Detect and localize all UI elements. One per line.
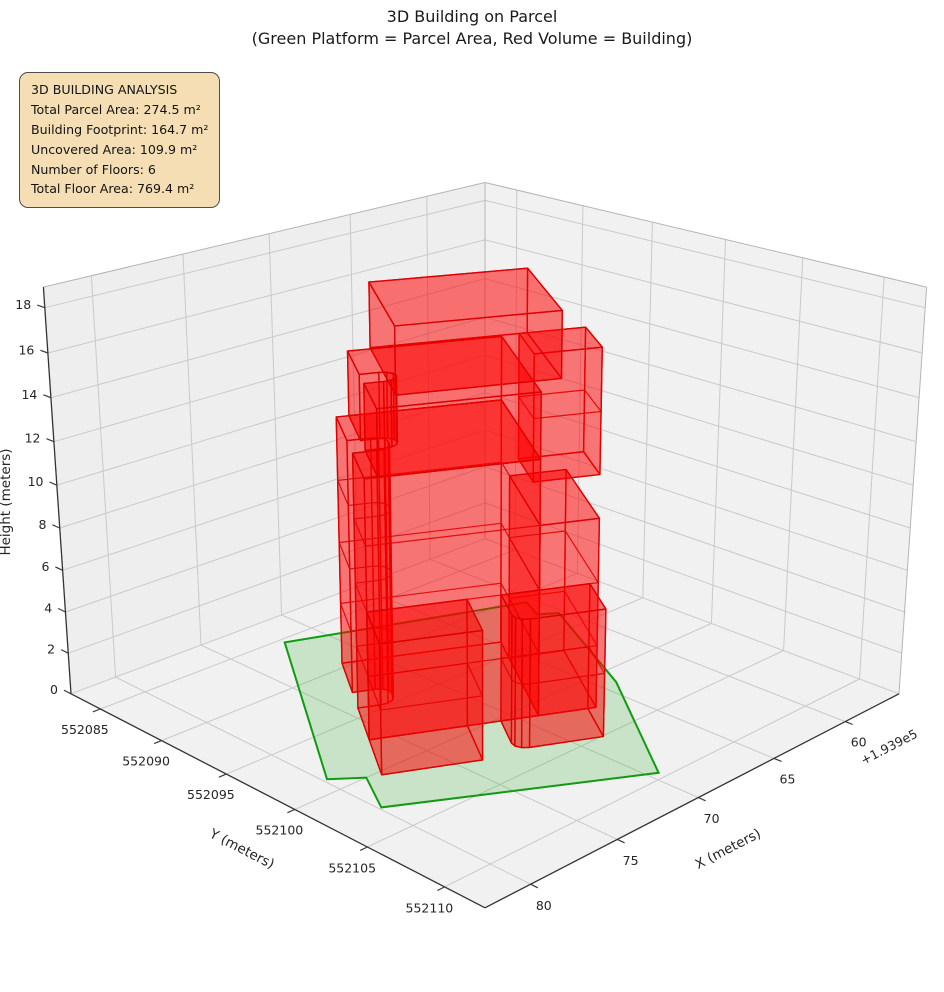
z-tick-label: 12 [25,431,41,446]
z-axis-title: Height (meters) [0,448,14,555]
x-axis-title: X (meters) [693,826,764,873]
info-line-heading: 3D BUILDING ANALYSIS [31,82,178,97]
info-line-footprint: Building Footprint: 164.7 m² [31,121,209,137]
chart-subtitle: (Green Platform = Parcel Area, Red Volum… [251,29,693,48]
x-tick-label: 80 [536,898,552,913]
z-tick-label: 16 [18,342,34,357]
y-tick-label: 552090 [122,754,170,769]
analysis-info-box: 3D BUILDING ANALYSIS Total Parcel Area: … [19,72,221,209]
z-tick-label: 6 [41,559,49,574]
info-line-uncovered: Uncovered Area: 109.9 m² [31,141,198,157]
z-tick-label: 18 [15,297,31,312]
x-axis-offset-text: +1.939e5 [858,726,920,768]
x-tick-label: 65 [780,771,796,786]
z-tick-label: 8 [38,517,46,532]
info-line-parcel-area: Total Parcel Area: 274.5 m² [31,101,201,117]
y-tick-label: 552085 [61,722,109,737]
y-tick-label: 552105 [328,860,376,875]
x-tick-label: 75 [623,853,639,868]
info-line-floor-area: Total Floor Area: 769.4 m² [31,181,195,197]
chart-title: 3D Building on Parcel [386,7,558,26]
axes-box-edges [42,182,928,909]
y-tick-label: 552110 [406,901,454,916]
x-tick-label: 70 [704,811,720,826]
info-line-floors: Number of Floors: 6 [31,161,156,177]
z-tick-label: 10 [28,474,44,489]
x-tick-label: 60 [851,735,867,750]
z-tick-label: 4 [44,601,52,616]
z-tick-label: 0 [50,682,58,697]
z-tick-label: 2 [47,642,55,657]
y-tick-label: 552095 [187,787,235,802]
building-volume [335,267,607,776]
z-tick-label: 14 [21,387,37,402]
y-tick-label: 552100 [256,823,304,838]
